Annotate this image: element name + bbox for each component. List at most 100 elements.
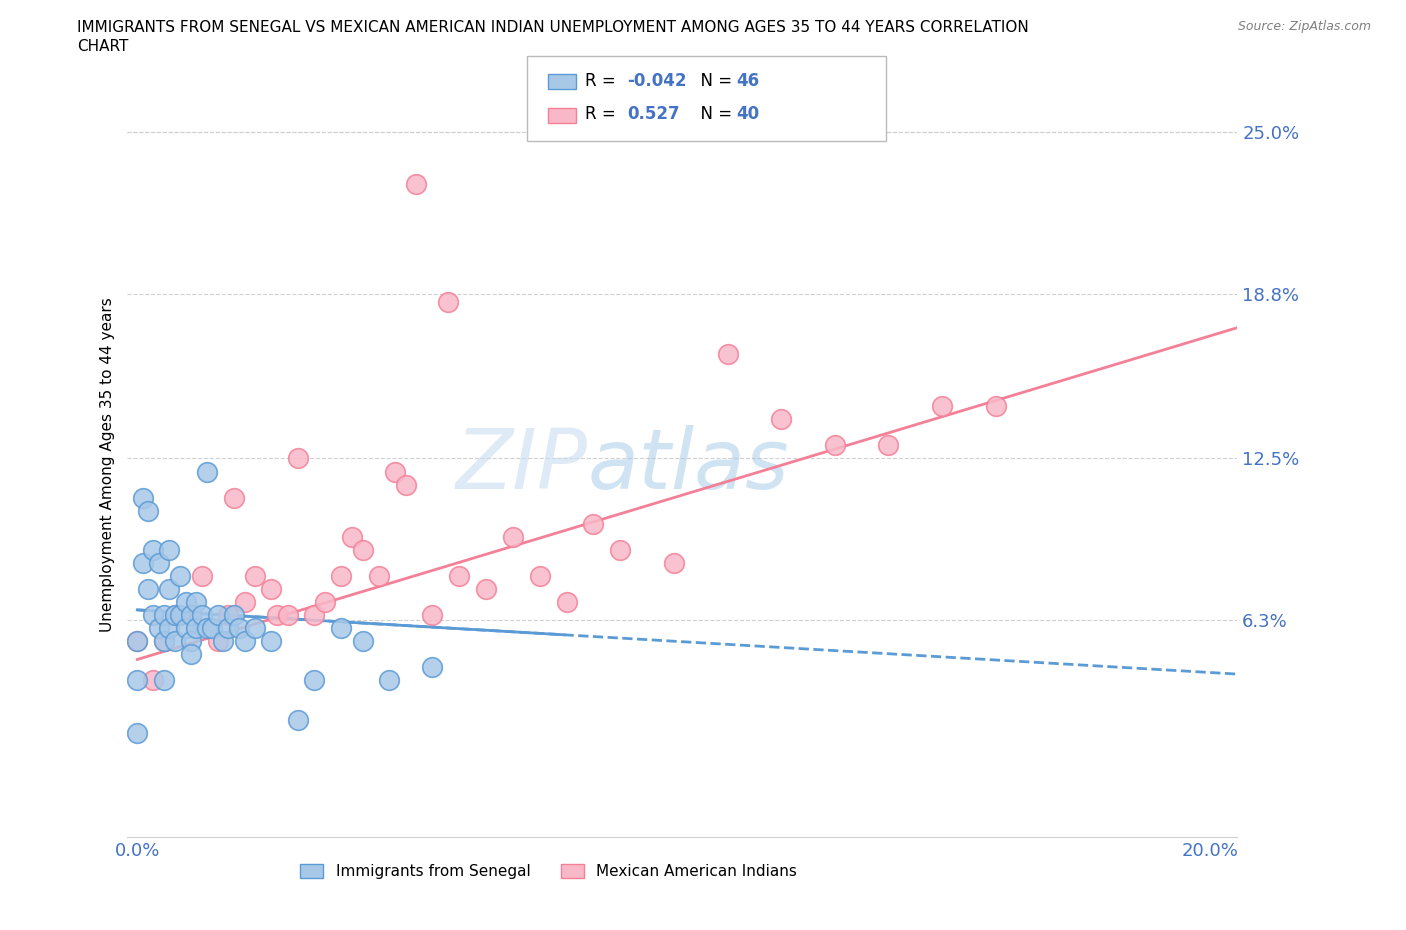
Text: Source: ZipAtlas.com: Source: ZipAtlas.com: [1237, 20, 1371, 33]
Point: [180, 633, 202, 648]
Text: 40: 40: [737, 105, 759, 124]
Text: IMMIGRANTS FROM SENEGAL VS MEXICAN AMERICAN INDIAN UNEMPLOYMENT AMONG AGES 35 TO: IMMIGRANTS FROM SENEGAL VS MEXICAN AMERI…: [77, 20, 1029, 35]
Point: [233, 633, 256, 648]
Point: [186, 594, 208, 609]
Point: [180, 607, 202, 622]
Point: [169, 568, 191, 583]
Point: [131, 555, 153, 570]
Point: [287, 451, 309, 466]
Point: [190, 607, 212, 622]
Point: [314, 594, 336, 609]
Point: [218, 607, 240, 622]
Point: [384, 464, 406, 479]
Point: [502, 529, 524, 544]
Point: [352, 633, 374, 648]
Point: [529, 568, 551, 583]
Point: [153, 673, 176, 688]
Y-axis label: Unemployment Among Ages 35 to 44 years: Unemployment Among Ages 35 to 44 years: [100, 298, 115, 632]
Legend: Immigrants from Senegal, Mexican American Indians: Immigrants from Senegal, Mexican America…: [294, 857, 803, 885]
Point: [127, 673, 149, 688]
Point: [422, 660, 444, 675]
Point: [148, 620, 170, 635]
Point: [201, 620, 224, 635]
Point: [378, 673, 401, 688]
Point: [180, 607, 202, 622]
Point: [163, 607, 186, 622]
Point: [159, 542, 181, 557]
Point: [716, 347, 738, 362]
Point: [245, 620, 267, 635]
Point: [582, 516, 605, 531]
Point: [136, 581, 159, 596]
Point: [228, 620, 250, 635]
Point: [422, 607, 444, 622]
Point: [127, 725, 149, 740]
Point: [169, 607, 191, 622]
Point: [207, 633, 229, 648]
Point: [475, 581, 498, 596]
Point: [142, 673, 165, 688]
Point: [127, 633, 149, 648]
Point: [153, 607, 176, 622]
Point: [984, 399, 1007, 414]
Text: N =: N =: [690, 105, 738, 124]
Point: [276, 607, 298, 622]
Point: [555, 594, 578, 609]
Point: [824, 438, 846, 453]
Point: [437, 295, 460, 310]
Point: [405, 177, 427, 192]
Point: [186, 620, 208, 635]
Point: [163, 607, 186, 622]
Point: [174, 620, 197, 635]
Point: [287, 712, 309, 727]
Point: [367, 568, 389, 583]
Text: CHART: CHART: [77, 39, 129, 54]
Point: [352, 542, 374, 557]
Text: ZIP: ZIP: [456, 424, 588, 506]
Point: [304, 673, 326, 688]
Point: [174, 594, 197, 609]
Point: [330, 568, 353, 583]
Point: [159, 620, 181, 635]
Point: [153, 633, 176, 648]
Point: [163, 633, 186, 648]
Text: atlas: atlas: [588, 424, 789, 506]
Point: [770, 412, 793, 427]
Point: [207, 607, 229, 622]
Point: [931, 399, 953, 414]
Text: 0.527: 0.527: [627, 105, 679, 124]
Point: [195, 620, 218, 635]
Point: [222, 607, 245, 622]
Point: [304, 607, 326, 622]
Point: [131, 490, 153, 505]
Point: [212, 633, 235, 648]
Point: [662, 555, 685, 570]
Text: R =: R =: [585, 105, 626, 124]
Point: [877, 438, 900, 453]
Point: [340, 529, 363, 544]
Point: [142, 542, 165, 557]
Point: [153, 633, 176, 648]
Point: [218, 620, 240, 635]
Point: [148, 555, 170, 570]
Point: [180, 647, 202, 662]
Point: [190, 568, 212, 583]
Point: [330, 620, 353, 635]
Point: [266, 607, 288, 622]
Text: 46: 46: [737, 72, 759, 90]
Point: [449, 568, 471, 583]
Point: [394, 477, 416, 492]
Text: N =: N =: [690, 72, 738, 90]
Point: [127, 633, 149, 648]
Point: [233, 594, 256, 609]
Point: [609, 542, 631, 557]
Point: [222, 490, 245, 505]
Point: [142, 607, 165, 622]
Text: R =: R =: [585, 72, 621, 90]
Point: [245, 568, 267, 583]
Point: [195, 464, 218, 479]
Text: -0.042: -0.042: [627, 72, 686, 90]
Point: [136, 503, 159, 518]
Point: [159, 581, 181, 596]
Point: [260, 633, 283, 648]
